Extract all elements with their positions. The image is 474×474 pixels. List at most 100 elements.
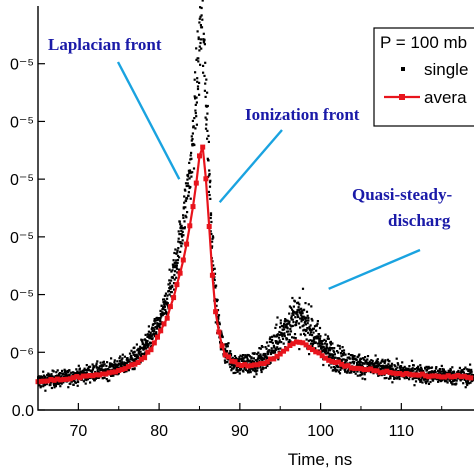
- single-point: [425, 378, 428, 381]
- average-point: [164, 315, 170, 321]
- single-point: [284, 326, 287, 329]
- single-point: [152, 322, 155, 326]
- average-series: [35, 144, 474, 385]
- single-point: [376, 362, 379, 365]
- single-point: [150, 341, 153, 344]
- single-point: [142, 346, 145, 349]
- single-point: [302, 324, 305, 327]
- single-point: [311, 344, 314, 348]
- single-point: [182, 234, 185, 237]
- single-point: [252, 360, 255, 363]
- average-point: [261, 361, 267, 366]
- single-point: [189, 197, 192, 200]
- single-point: [153, 328, 156, 331]
- single-point: [190, 151, 193, 154]
- single-point: [374, 354, 377, 357]
- single-point: [190, 135, 193, 138]
- single-point: [444, 370, 447, 373]
- single-point: [186, 182, 189, 185]
- single-point: [369, 371, 372, 374]
- single-point: [209, 212, 213, 215]
- single-point: [307, 303, 310, 306]
- average-point: [155, 334, 160, 340]
- single-point: [255, 373, 258, 376]
- single-point: [183, 195, 186, 198]
- single-point: [184, 206, 187, 209]
- single-point: [72, 383, 75, 386]
- average-point: [58, 377, 64, 383]
- single-point: [154, 325, 157, 329]
- single-point: [439, 372, 442, 375]
- single-point: [257, 351, 260, 354]
- single-point: [128, 352, 132, 355]
- single-point: [390, 374, 393, 377]
- single-point: [226, 345, 229, 348]
- single-point: [123, 364, 126, 367]
- single-point: [229, 362, 232, 365]
- x-tick-label: 90: [231, 423, 249, 440]
- average-point: [416, 372, 422, 378]
- y-tick-label: 0⁻⁵: [10, 57, 34, 74]
- single-point: [196, 85, 200, 88]
- single-point: [349, 362, 352, 365]
- single-point: [279, 319, 282, 322]
- single-point: [87, 369, 91, 372]
- single-point: [311, 340, 314, 343]
- single-point: [144, 345, 147, 348]
- single-point: [95, 362, 98, 365]
- single-point: [299, 326, 302, 329]
- average-point: [439, 374, 445, 380]
- single-point: [362, 362, 365, 365]
- single-point: [260, 368, 263, 371]
- single-point: [265, 341, 269, 344]
- single-point: [174, 261, 177, 264]
- single-point: [435, 378, 439, 381]
- single-point: [191, 119, 194, 122]
- average-point: [348, 365, 354, 371]
- single-point: [413, 384, 416, 387]
- single-point: [295, 323, 298, 326]
- single-point: [318, 337, 322, 340]
- single-point: [62, 372, 65, 375]
- single-point: [294, 316, 297, 319]
- average-point: [452, 374, 458, 379]
- single-point: [123, 370, 126, 373]
- single-point: [272, 351, 275, 354]
- single-point: [118, 357, 121, 360]
- single-point: [323, 338, 326, 341]
- single-point: [126, 357, 129, 360]
- single-point: [158, 323, 161, 326]
- single-point: [82, 380, 85, 383]
- single-point: [292, 336, 295, 339]
- single-point: [168, 279, 171, 282]
- single-point: [66, 369, 69, 373]
- single-point: [146, 344, 149, 347]
- single-point: [267, 350, 270, 353]
- single-point: [220, 332, 223, 335]
- single-point: [317, 337, 320, 340]
- single-point: [309, 331, 313, 334]
- single-point: [72, 371, 75, 374]
- single-point: [330, 353, 333, 356]
- average-point: [287, 343, 293, 348]
- single-point: [49, 383, 52, 386]
- single-point: [243, 360, 246, 363]
- single-point: [209, 179, 212, 182]
- single-point: [269, 361, 272, 364]
- single-point: [268, 349, 271, 352]
- single-point: [261, 359, 264, 362]
- single-point: [185, 184, 188, 188]
- single-point: [269, 336, 272, 339]
- single-point: [309, 324, 312, 327]
- single-point: [293, 311, 296, 314]
- single-point: [273, 335, 276, 338]
- single-point: [306, 327, 309, 330]
- single-point: [173, 278, 176, 281]
- single-point: [183, 201, 186, 204]
- single-point: [117, 372, 120, 375]
- single-point: [294, 337, 297, 340]
- single-point: [285, 324, 288, 327]
- average-point: [122, 366, 128, 372]
- single-point: [231, 356, 234, 359]
- single-point: [295, 320, 298, 323]
